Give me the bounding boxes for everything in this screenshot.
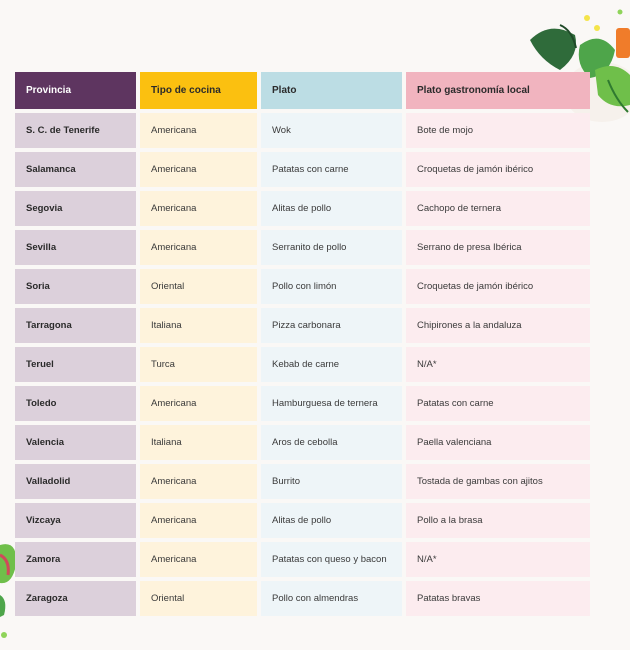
provincia-cell: Toledo (15, 386, 136, 421)
tipo-cell: Americana (140, 386, 257, 421)
tipo-cell: Oriental (140, 269, 257, 304)
header-plato: Plato (261, 72, 402, 109)
local-cell: Croquetas de jamón ibérico (406, 152, 590, 187)
provincia-cell: Zaragoza (15, 581, 136, 616)
plato-cell: Hamburguesa de ternera (261, 386, 402, 421)
provincia-cell: Zamora (15, 542, 136, 577)
plato-cell: Alitas de pollo (261, 503, 402, 538)
provincia-cell: Tarragona (15, 308, 136, 343)
header-provincia: Provincia (15, 72, 136, 109)
local-cell: N/A* (406, 347, 590, 382)
tipo-cell: Americana (140, 503, 257, 538)
tipo-cell: Americana (140, 464, 257, 499)
plato-cell: Patatas con queso y bacon (261, 542, 402, 577)
plato-cell: Pollo con limón (261, 269, 402, 304)
provincia-cell: Sevilla (15, 230, 136, 265)
local-cell: Serrano de presa Ibérica (406, 230, 590, 265)
local-cell: Bote de mojo (406, 113, 590, 148)
tipo-cell: Italiana (140, 308, 257, 343)
lettuce-icon (0, 544, 17, 638)
local-cell: N/A* (406, 542, 590, 577)
tipo-cell: Americana (140, 542, 257, 577)
tipo-cell: Americana (140, 230, 257, 265)
plato-cell: Alitas de pollo (261, 191, 402, 226)
local-cell: Chipirones a la andaluza (406, 308, 590, 343)
tipo-cell: Turca (140, 347, 257, 382)
provincia-cell: Soria (15, 269, 136, 304)
plato-cell: Kebab de carne (261, 347, 402, 382)
food-table: Provincia Tipo de cocina Plato Plato gas… (15, 72, 590, 616)
tipo-cell: Americana (140, 113, 257, 148)
provincia-cell: Valladolid (15, 464, 136, 499)
local-cell: Cachopo de ternera (406, 191, 590, 226)
provincia-cell: Vizcaya (15, 503, 136, 538)
header-plato-local: Plato gastronomía local (406, 72, 590, 109)
local-cell: Tostada de gambas con ajitos (406, 464, 590, 499)
local-cell: Patatas con carne (406, 386, 590, 421)
provincia-cell: Valencia (15, 425, 136, 460)
plato-cell: Patatas con carne (261, 152, 402, 187)
tipo-cell: Americana (140, 191, 257, 226)
provincia-cell: Teruel (15, 347, 136, 382)
tipo-cell: Italiana (140, 425, 257, 460)
plato-cell: Serranito de pollo (261, 230, 402, 265)
tipo-cell: Oriental (140, 581, 257, 616)
plato-cell: Aros de cebolla (261, 425, 402, 460)
plato-cell: Wok (261, 113, 402, 148)
provincia-cell: Segovia (15, 191, 136, 226)
tipo-cell: Americana (140, 152, 257, 187)
provincia-cell: Salamanca (15, 152, 136, 187)
plato-cell: Pizza carbonara (261, 308, 402, 343)
header-tipo-cocina: Tipo de cocina (140, 72, 257, 109)
local-cell: Croquetas de jamón ibérico (406, 269, 590, 304)
plato-cell: Burrito (261, 464, 402, 499)
local-cell: Paella valenciana (406, 425, 590, 460)
provincia-cell: S. C. de Tenerife (15, 113, 136, 148)
local-cell: Pollo a la brasa (406, 503, 590, 538)
plato-cell: Pollo con almendras (261, 581, 402, 616)
local-cell: Patatas bravas (406, 581, 590, 616)
